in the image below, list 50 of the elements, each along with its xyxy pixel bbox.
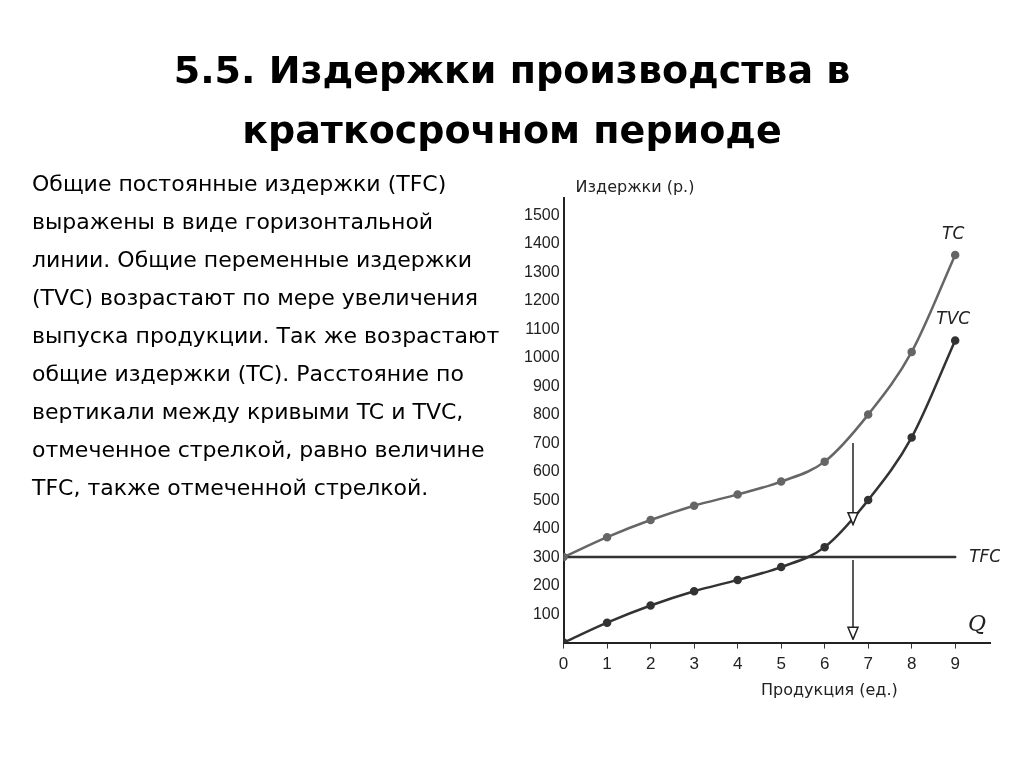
y-tick-label: 1300 bbox=[524, 262, 560, 280]
point bbox=[602, 532, 612, 542]
y-tick-label: 700 bbox=[532, 433, 560, 451]
series-label: TC bbox=[942, 222, 965, 243]
chart-title: 5.5. Издержки производства в краткосрочном периоде bbox=[172, 47, 852, 154]
x-tick-label: 2 bbox=[645, 654, 656, 674]
x-tick-label: 4 bbox=[732, 654, 743, 674]
point bbox=[820, 542, 829, 552]
y-tick-label: 600 bbox=[532, 462, 560, 480]
y-tick-label: 1200 bbox=[524, 291, 560, 309]
point bbox=[820, 457, 829, 466]
point bbox=[689, 501, 699, 511]
y-tick-label: 300 bbox=[532, 547, 560, 565]
annotation: Q bbox=[967, 611, 986, 637]
y-tick-label: 1100 bbox=[525, 319, 560, 337]
point bbox=[689, 587, 699, 596]
point bbox=[602, 618, 612, 627]
point bbox=[907, 347, 916, 357]
y-tick-label: 100 bbox=[532, 604, 560, 622]
y-axis-title: Издержки (р.) bbox=[575, 177, 695, 197]
y-tick-label: 800 bbox=[532, 405, 560, 423]
point bbox=[646, 601, 655, 610]
x-tick-label: 3 bbox=[689, 654, 699, 674]
x-tick-label: 0 bbox=[558, 654, 569, 674]
y-tick-label: 200 bbox=[532, 576, 560, 594]
x-tick-label: 5 bbox=[776, 654, 786, 674]
text: Общие постоянные издержки (TFC) выражены в виде горизонтальной линии. Общие переменные издержки (TVC) возрастают по мере увеличения выпуска продукции. Так же возрастают общие издержки (TC). Расстояние по вертикали между кривыми TC и TVC, отмеченное стрелкой, равно величине TFC, также отмеченной стрелкой. bbox=[32, 171, 500, 500]
point bbox=[907, 433, 916, 442]
x-tick-label: 8 bbox=[906, 654, 917, 674]
point bbox=[863, 495, 873, 505]
point bbox=[863, 410, 873, 419]
x-tick-label: 7 bbox=[863, 654, 873, 674]
point bbox=[950, 336, 960, 345]
point bbox=[733, 575, 742, 585]
point bbox=[646, 515, 655, 525]
x-tick-label: 6 bbox=[819, 654, 830, 674]
point bbox=[733, 490, 742, 499]
x-tick-label: 9 bbox=[950, 654, 960, 674]
point bbox=[950, 250, 960, 260]
y-tick-label: 1500 bbox=[524, 205, 560, 223]
series-label: TVC bbox=[936, 308, 971, 329]
y-tick-label: 500 bbox=[532, 490, 560, 508]
y-tick-label: 900 bbox=[532, 376, 560, 394]
y-tick-label: 1400 bbox=[524, 234, 560, 252]
y-tick-label: 400 bbox=[532, 519, 560, 537]
point bbox=[776, 562, 786, 572]
point bbox=[776, 477, 786, 486]
x-tick-label: 1 bbox=[602, 654, 612, 674]
y-tick-label: 1000 bbox=[524, 348, 560, 366]
x-axis-title: Продукция (ед.) bbox=[761, 680, 898, 700]
